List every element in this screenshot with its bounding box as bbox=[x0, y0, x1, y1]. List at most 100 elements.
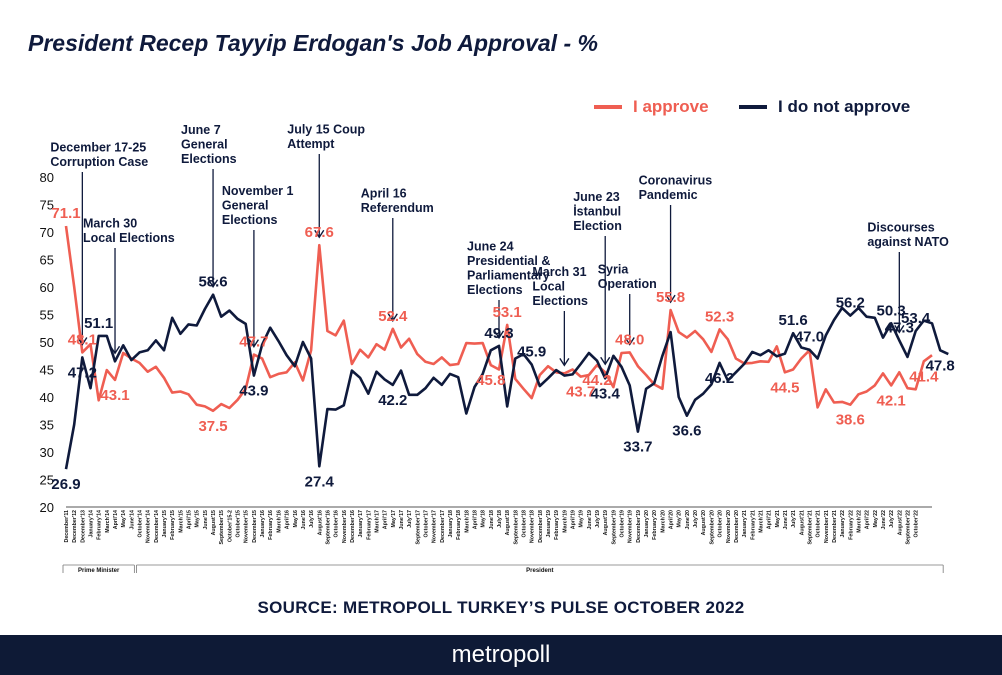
annotation-arrow-head bbox=[77, 337, 88, 346]
x-tick-label: November'17 bbox=[432, 510, 438, 543]
data-label: 67.6 bbox=[305, 224, 334, 241]
x-tick-label: December'11 bbox=[64, 510, 70, 543]
annotation-arrow-head bbox=[248, 339, 259, 348]
x-tick-label: September'15 bbox=[219, 510, 225, 545]
x-tick-label: March'20 bbox=[660, 510, 666, 533]
x-tick-label: July'22 bbox=[889, 510, 895, 528]
data-label: 71.1 bbox=[51, 205, 80, 222]
brand-logo: metropoll bbox=[451, 641, 551, 668]
annotation-text: Pandemic bbox=[639, 188, 698, 202]
x-tick-label: February'16 bbox=[268, 510, 274, 540]
x-tick-label: June'15 bbox=[203, 510, 209, 530]
annotation-arrow-head bbox=[314, 229, 325, 239]
x-tick-label: March'17 bbox=[374, 510, 380, 533]
annotation-arrow-head bbox=[624, 337, 635, 346]
x-tick-label: February'17 bbox=[366, 510, 372, 540]
data-label: 44.5 bbox=[770, 379, 799, 396]
annotation-text: Corruption Case bbox=[50, 155, 148, 169]
x-tick-label: July'20 bbox=[693, 510, 699, 528]
x-tick-label: November'20 bbox=[726, 510, 732, 543]
x-tick-label: December'14 bbox=[154, 510, 160, 543]
x-tick-label: February'22 bbox=[848, 510, 854, 540]
x-tick-label: August'19 bbox=[603, 510, 609, 535]
x-tick-label: April'15 bbox=[187, 510, 193, 529]
x-tick-label: March'21 bbox=[758, 510, 764, 533]
x-tick-label: May'16 bbox=[293, 510, 299, 528]
x-tick-label: April'16 bbox=[285, 510, 291, 529]
series-line-disapprove bbox=[64, 293, 949, 470]
x-tick-label: December'15 bbox=[252, 510, 258, 543]
data-label: 36.6 bbox=[672, 423, 701, 440]
x-tick-label: December'18 bbox=[538, 510, 544, 543]
data-label: 43.9 bbox=[239, 383, 268, 400]
x-tick-label: May'20 bbox=[677, 510, 683, 528]
x-tick-label: December'19 bbox=[636, 510, 642, 543]
annotation-arrow-head bbox=[559, 357, 570, 367]
x-tick-label: June'14 bbox=[129, 510, 135, 530]
x-tick-label: October'15-2 bbox=[227, 510, 233, 542]
x-tick-label: January'22 bbox=[840, 510, 846, 538]
x-tick-label: October'18 bbox=[522, 510, 528, 538]
annotation-text: Local Elections bbox=[83, 231, 175, 245]
annotation-arrow-head bbox=[207, 279, 219, 288]
data-label: 53.1 bbox=[493, 304, 522, 321]
annotation-text: Elections bbox=[467, 283, 523, 297]
x-tick-label: November'19 bbox=[628, 510, 634, 543]
annotation-text: Local bbox=[532, 280, 565, 294]
x-tick-label: May'17 bbox=[391, 510, 397, 528]
legend-approve-swatch bbox=[594, 105, 622, 109]
annotation-text: Election bbox=[573, 219, 622, 233]
data-label: 42.1 bbox=[877, 392, 906, 409]
data-label: 58.6 bbox=[198, 274, 227, 291]
x-tick-label: July'19 bbox=[595, 510, 601, 528]
data-label: 47.8 bbox=[926, 357, 955, 374]
data-label: 45.8 bbox=[476, 372, 505, 389]
x-tick-label: August'18 bbox=[505, 510, 511, 535]
annotation-text: against NATO bbox=[867, 235, 949, 249]
x-tick-label: April'22 bbox=[865, 510, 871, 529]
x-tick-label: June'17 bbox=[399, 510, 405, 530]
x-tick-label: November'18 bbox=[530, 510, 536, 543]
annotation-text: Elections bbox=[532, 294, 588, 308]
x-tick-label: January'16 bbox=[260, 510, 266, 538]
annotation-arrow-head bbox=[665, 294, 676, 304]
annotation-text: Discourses bbox=[867, 221, 934, 235]
x-tick-label: May'19 bbox=[579, 510, 585, 528]
data-label: 48.1 bbox=[68, 331, 97, 348]
data-label: 38.6 bbox=[836, 412, 865, 429]
x-tick-label: June'16 bbox=[301, 510, 307, 530]
x-tick-label: December'12 bbox=[72, 510, 78, 543]
x-tick-label: September'21 bbox=[807, 510, 813, 545]
footer-bar: metropoll bbox=[0, 635, 1002, 675]
annotation-text: March 31 bbox=[532, 265, 586, 279]
y-tick-label: 70 bbox=[40, 225, 54, 240]
y-tick-label: 35 bbox=[40, 418, 54, 433]
annotation-text: June 24 bbox=[467, 240, 514, 254]
y-tick-label: 80 bbox=[40, 170, 54, 185]
x-tick-label: December'17 bbox=[440, 510, 446, 543]
x-tick-label: August'15 bbox=[211, 510, 217, 535]
x-tick-label: October'19 bbox=[620, 510, 626, 538]
x-tick-label: January'18 bbox=[448, 510, 454, 538]
y-tick-label: 75 bbox=[40, 198, 54, 213]
annotation-text: Syria bbox=[598, 263, 630, 277]
annotation-text: December 17-25 bbox=[50, 141, 146, 155]
x-tick-label: November'14 bbox=[146, 510, 152, 543]
x-tick-label: June'18 bbox=[489, 510, 495, 530]
x-tick-label: January'20 bbox=[644, 510, 650, 538]
x-tick-label: April'14 bbox=[113, 510, 119, 529]
x-tick-label: August'21 bbox=[799, 510, 805, 535]
data-label: 51.1 bbox=[84, 315, 113, 332]
data-label: 47.3 bbox=[885, 319, 914, 336]
x-tick-label: October'16 bbox=[334, 510, 340, 538]
data-label: 48.0 bbox=[615, 331, 644, 348]
x-tick-label: February'19 bbox=[554, 510, 560, 540]
x-tick-label: September'18 bbox=[513, 510, 519, 545]
x-tick-label: June'22 bbox=[881, 510, 887, 530]
x-tick-label: March'16 bbox=[276, 510, 282, 533]
annotation-text: Elections bbox=[181, 152, 237, 166]
x-tick-label: March'14 bbox=[105, 510, 111, 533]
data-label: 51.6 bbox=[779, 312, 808, 329]
x-tick-label: May'22 bbox=[873, 510, 879, 528]
y-tick-label: 30 bbox=[40, 445, 54, 460]
